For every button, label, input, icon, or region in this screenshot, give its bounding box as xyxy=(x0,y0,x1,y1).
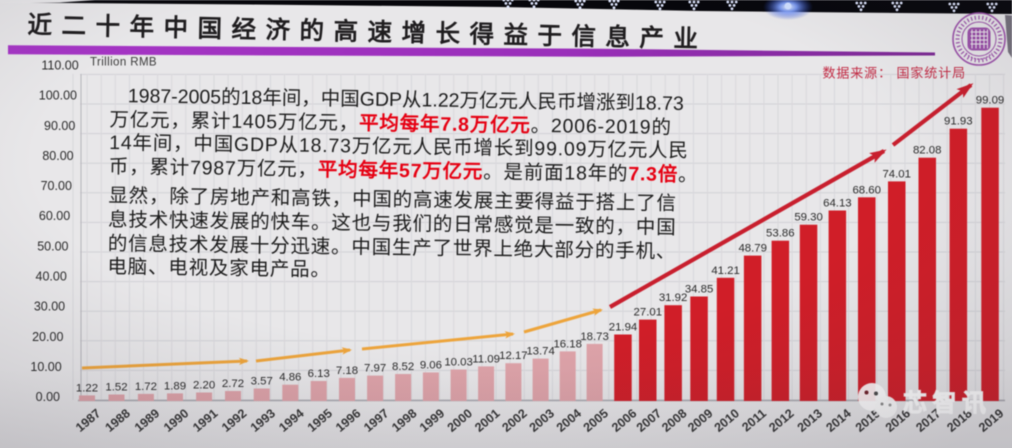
svg-text:50.00: 50.00 xyxy=(37,239,68,253)
svg-text:2.72: 2.72 xyxy=(222,378,244,390)
svg-text:64.13: 64.13 xyxy=(823,198,852,210)
svg-text:13.74: 13.74 xyxy=(526,346,555,358)
svg-text:27.01: 27.01 xyxy=(634,307,663,319)
svg-text:10.00: 10.00 xyxy=(30,360,61,374)
svg-text:芯智讯: 芯智讯 xyxy=(903,389,992,417)
svg-text:59.30: 59.30 xyxy=(794,212,823,224)
svg-text:2009: 2009 xyxy=(685,406,715,435)
svg-text:2000: 2000 xyxy=(445,406,475,435)
svg-text:1987: 1987 xyxy=(73,406,103,435)
svg-text:1.89: 1.89 xyxy=(164,380,186,392)
svg-text:1997: 1997 xyxy=(361,406,391,435)
svg-text:1.52: 1.52 xyxy=(105,382,127,394)
svg-text:1990: 1990 xyxy=(161,406,191,435)
svg-text:20.00: 20.00 xyxy=(32,330,63,344)
svg-text:53.86: 53.86 xyxy=(766,228,795,240)
svg-text:1998: 1998 xyxy=(389,406,419,435)
svg-text:68.60: 68.60 xyxy=(852,184,881,196)
svg-text:40.00: 40.00 xyxy=(36,270,67,284)
svg-text:82.08: 82.08 xyxy=(913,145,942,157)
svg-text:Trillion RMB: Trillion RMB xyxy=(90,57,157,69)
svg-text:1.72: 1.72 xyxy=(135,381,157,393)
svg-text:8.52: 8.52 xyxy=(392,361,414,373)
svg-text:1993: 1993 xyxy=(248,406,278,435)
svg-text:1994: 1994 xyxy=(276,406,306,435)
svg-text:2003: 2003 xyxy=(527,406,557,435)
svg-text:11.09: 11.09 xyxy=(472,353,500,365)
svg-text:2012: 2012 xyxy=(766,406,796,435)
svg-text:21.94: 21.94 xyxy=(609,322,638,334)
svg-text:1996: 1996 xyxy=(333,406,363,435)
svg-text:2008: 2008 xyxy=(659,406,689,435)
svg-text:41.21: 41.21 xyxy=(711,265,740,277)
svg-text:1999: 1999 xyxy=(417,406,447,435)
svg-text:100.00: 100.00 xyxy=(39,89,77,103)
svg-text:1.22: 1.22 xyxy=(76,382,98,394)
svg-text:2002: 2002 xyxy=(499,406,529,435)
svg-text:10.03: 10.03 xyxy=(444,357,473,369)
svg-text:2013: 2013 xyxy=(795,406,825,435)
svg-text:110.00: 110.00 xyxy=(41,58,78,72)
svg-text:34.85: 34.85 xyxy=(685,284,714,296)
svg-text:2007: 2007 xyxy=(634,406,664,435)
svg-text:2004: 2004 xyxy=(554,406,584,435)
svg-text:数据来源： 国家统计局: 数据来源： 国家统计局 xyxy=(822,66,966,81)
svg-text:2006: 2006 xyxy=(609,406,639,435)
svg-text:1991: 1991 xyxy=(190,406,220,435)
svg-text:6.13: 6.13 xyxy=(308,368,330,380)
svg-text:91.93: 91.93 xyxy=(944,116,973,128)
svg-text:18.73: 18.73 xyxy=(580,331,609,343)
svg-text:9.06: 9.06 xyxy=(420,359,442,371)
svg-text:60.00: 60.00 xyxy=(39,209,70,223)
svg-text:2010: 2010 xyxy=(712,406,742,435)
svg-text:2.20: 2.20 xyxy=(193,380,215,392)
svg-text:90.00: 90.00 xyxy=(44,119,75,133)
svg-text:3.57: 3.57 xyxy=(251,376,273,388)
svg-text:31.92: 31.92 xyxy=(659,292,688,304)
svg-text:1989: 1989 xyxy=(132,406,162,435)
svg-text:2011: 2011 xyxy=(739,406,769,434)
svg-text:1995: 1995 xyxy=(305,406,335,435)
svg-text:0.00: 0.00 xyxy=(36,390,60,404)
svg-text:4.86: 4.86 xyxy=(279,372,301,384)
svg-text:12.17: 12.17 xyxy=(499,350,528,362)
svg-text:7.97: 7.97 xyxy=(364,363,386,375)
svg-text:99.09: 99.09 xyxy=(976,95,1005,107)
svg-text:1988: 1988 xyxy=(103,406,133,435)
svg-text:7.18: 7.18 xyxy=(336,365,358,377)
svg-text:16.18: 16.18 xyxy=(553,338,582,350)
svg-text:2005: 2005 xyxy=(581,406,611,435)
svg-text:2014: 2014 xyxy=(823,406,853,435)
svg-text:1992: 1992 xyxy=(219,406,249,435)
svg-text:30.00: 30.00 xyxy=(34,300,65,314)
svg-text:70.00: 70.00 xyxy=(41,179,72,193)
svg-text:80.00: 80.00 xyxy=(42,149,73,163)
svg-text:74.01: 74.01 xyxy=(882,168,911,180)
svg-text:48.79: 48.79 xyxy=(738,243,767,255)
svg-text:2001: 2001 xyxy=(472,406,502,435)
